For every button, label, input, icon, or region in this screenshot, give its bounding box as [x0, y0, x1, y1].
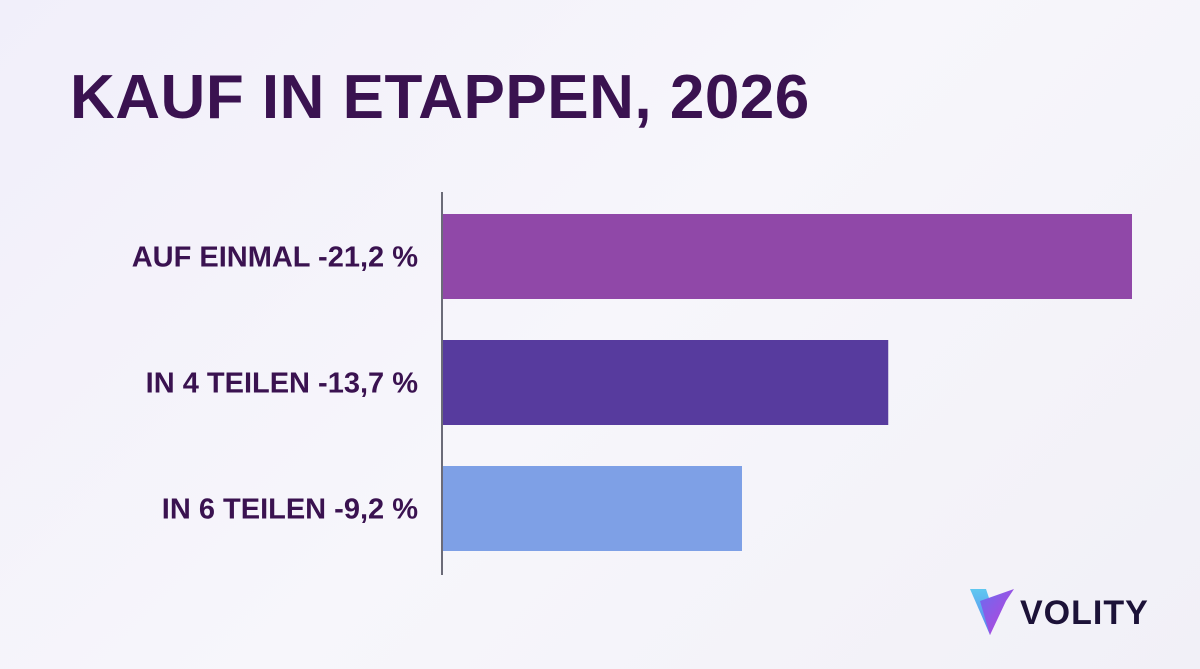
volity-logo-icon	[970, 589, 1014, 635]
bar-3	[443, 466, 742, 551]
bars-group	[443, 214, 1132, 551]
category-label-2: IN 4 TEILEN -13,7 %	[146, 368, 419, 400]
category-label-1: AUF EINMAL -21,2 %	[132, 242, 419, 274]
bar-1	[443, 214, 1132, 299]
category-label-3: IN 6 TEILEN -9,2 %	[162, 494, 418, 526]
logo-text: VOLITY	[1020, 593, 1149, 632]
bar-2	[443, 340, 889, 425]
category-labels: AUF EINMAL -21,2 % IN 4 TEILEN -13,7 % IN …	[132, 242, 419, 526]
volity-logo: VOLITY	[966, 585, 1149, 641]
chart-title: KAUF IN ETAPPEN, 2026	[70, 63, 810, 132]
